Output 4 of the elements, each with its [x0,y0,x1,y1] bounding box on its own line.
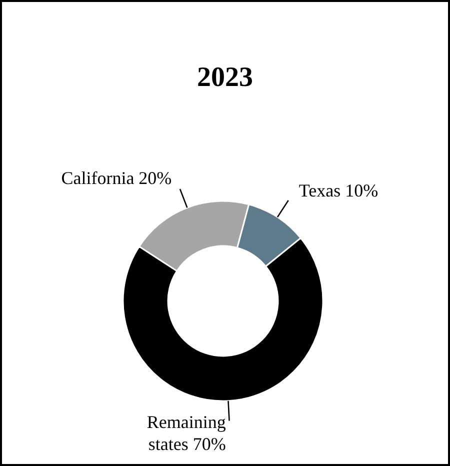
chart-title: 2023 [197,62,253,93]
slice-label: Texas 10% [298,180,378,200]
slice-label: California 20% [61,168,172,188]
slice-label: Remaining states 70% [146,412,226,454]
